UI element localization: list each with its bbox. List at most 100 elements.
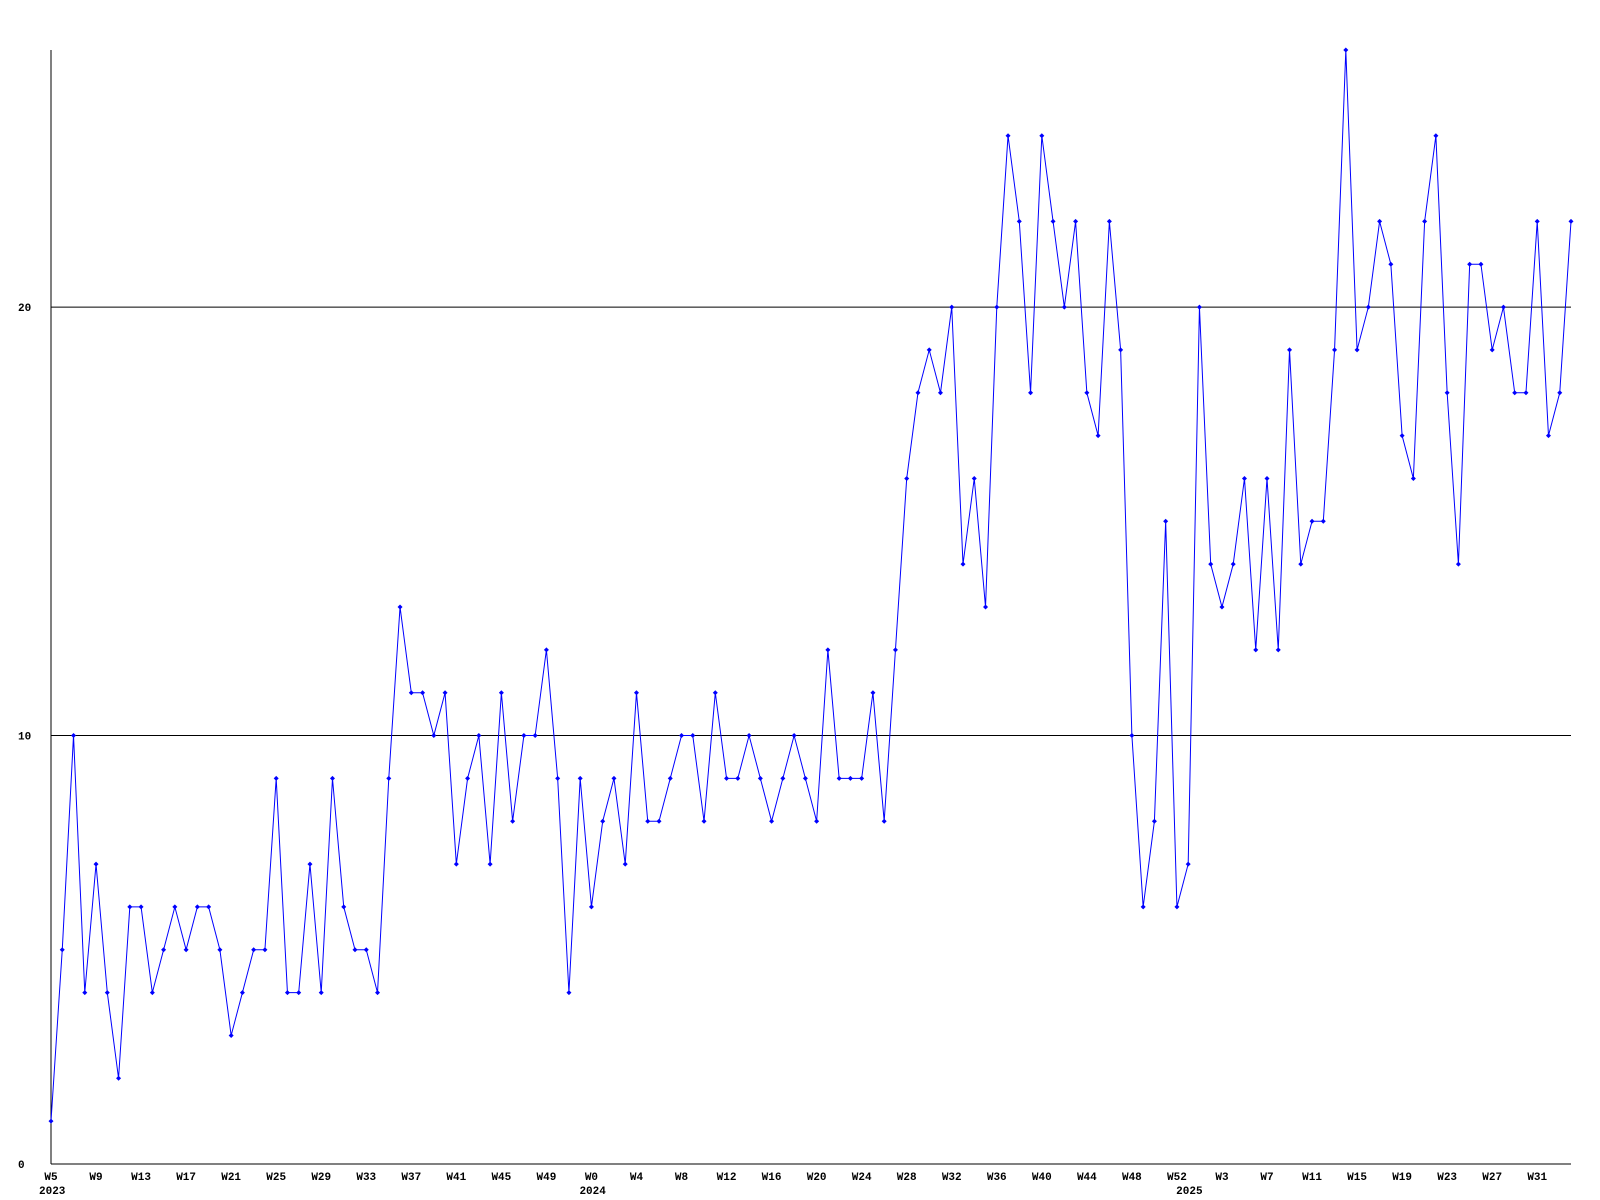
data-point [363, 947, 369, 953]
data-point [1512, 390, 1518, 396]
data-point [48, 1118, 54, 1124]
data-point [1410, 475, 1416, 481]
data-point [487, 861, 493, 867]
x-tick-label: W28 [897, 1172, 917, 1184]
data-point [904, 475, 910, 481]
x-tick-label: W7 [1260, 1172, 1273, 1184]
data-point [859, 775, 865, 781]
data-point [971, 475, 977, 481]
y-tick-label: 20 [18, 303, 31, 315]
y-tick-label: 0 [18, 1160, 25, 1172]
data-point [318, 990, 324, 996]
data-point [949, 304, 955, 310]
data-point [1196, 304, 1202, 310]
data-point [600, 818, 606, 824]
x-tick-label: W31 [1527, 1172, 1547, 1184]
x-tick-label: W45 [491, 1172, 511, 1184]
data-point [983, 604, 989, 610]
data-point [397, 604, 403, 610]
data-point [814, 818, 820, 824]
x-tick-label: W15 [1347, 1172, 1367, 1184]
data-point [59, 947, 65, 953]
x-tick-label: W24 [852, 1172, 872, 1184]
data-point [1523, 390, 1529, 396]
data-point [329, 775, 335, 781]
data-point [690, 733, 696, 739]
data-point [679, 733, 685, 739]
data-point [588, 904, 594, 910]
x-tick-label: W52 [1167, 1172, 1187, 1184]
data-point [960, 561, 966, 567]
data-point [521, 733, 527, 739]
data-point [194, 904, 200, 910]
x-tick-label: W5 [44, 1172, 58, 1184]
data-point [296, 990, 302, 996]
data-point [870, 690, 876, 696]
data-point [93, 861, 99, 867]
data-point [1118, 347, 1124, 353]
data-point [1309, 518, 1315, 524]
data-point [465, 775, 471, 781]
x-tick-label: W37 [401, 1172, 421, 1184]
data-point [239, 990, 245, 996]
data-point [1174, 904, 1180, 910]
data-point [1151, 818, 1157, 824]
data-point [1332, 347, 1338, 353]
data-point [633, 690, 639, 696]
data-point [1208, 561, 1214, 567]
data-point [1039, 133, 1045, 139]
data-point [453, 861, 459, 867]
data-point [1219, 604, 1225, 610]
data-point [1489, 347, 1495, 353]
data-point [769, 818, 775, 824]
x-tick-label: W13 [131, 1172, 151, 1184]
year-label: 2024 [579, 1186, 606, 1198]
x-tick-label: W49 [537, 1172, 557, 1184]
x-tick-label: W11 [1302, 1172, 1322, 1184]
data-point [1016, 218, 1022, 224]
x-tick-label: W44 [1077, 1172, 1097, 1184]
x-tick-label: W29 [311, 1172, 331, 1184]
x-tick-label: W8 [675, 1172, 689, 1184]
data-point [206, 904, 212, 910]
data-point [622, 861, 628, 867]
data-point [1545, 433, 1551, 439]
x-tick-label: W36 [987, 1172, 1007, 1184]
data-point [1287, 347, 1293, 353]
data-point [476, 733, 482, 739]
data-point [802, 775, 808, 781]
data-point [1399, 433, 1405, 439]
x-tick-label: W12 [717, 1172, 737, 1184]
data-point [1253, 647, 1259, 653]
x-tick-label: W21 [221, 1172, 241, 1184]
x-tick-label: W4 [630, 1172, 644, 1184]
data-point [1455, 561, 1461, 567]
x-tick-label: W41 [446, 1172, 466, 1184]
data-point [1298, 561, 1304, 567]
x-tick-label: W19 [1392, 1172, 1412, 1184]
x-tick-label: W9 [89, 1172, 102, 1184]
data-point [138, 904, 144, 910]
x-tick-label: W25 [266, 1172, 286, 1184]
data-point [724, 775, 730, 781]
data-point [926, 347, 932, 353]
data-point [217, 947, 223, 953]
x-tick-label: W16 [762, 1172, 782, 1184]
data-point [1478, 261, 1484, 267]
x-tick-label: W20 [807, 1172, 827, 1184]
data-point [442, 690, 448, 696]
data-point [532, 733, 538, 739]
data-point [712, 690, 718, 696]
data-point [611, 775, 617, 781]
data-point [1185, 861, 1191, 867]
data-point [1444, 390, 1450, 396]
data-point [656, 818, 662, 824]
x-tick-label: W0 [585, 1172, 598, 1184]
data-point [341, 904, 347, 910]
data-point [1500, 304, 1506, 310]
data-point [1275, 647, 1281, 653]
data-point [1354, 347, 1360, 353]
x-tick-label: W23 [1437, 1172, 1457, 1184]
data-point [825, 647, 831, 653]
